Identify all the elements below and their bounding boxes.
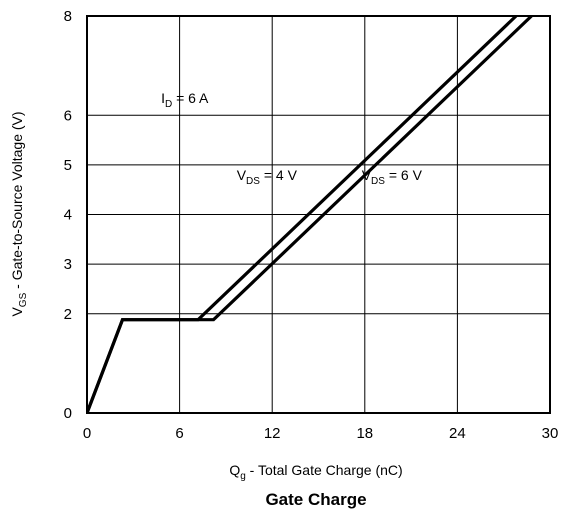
y-tick-label: 5 bbox=[64, 157, 72, 174]
y-tick-label: 6 bbox=[64, 107, 72, 124]
grid bbox=[87, 16, 550, 413]
y-axis-label: VGS - Gate-to-Source Voltage (V) bbox=[9, 111, 29, 316]
y-tick-label: 8 bbox=[64, 8, 72, 25]
series-line bbox=[87, 16, 533, 413]
plot-frame bbox=[86, 15, 551, 414]
annotation-id: ID = 6 A bbox=[161, 90, 209, 110]
x-axis-label: Qg - Total Gate Charge (nC) bbox=[229, 462, 402, 482]
x-tick-label: 24 bbox=[449, 425, 466, 442]
series-lines bbox=[87, 16, 533, 413]
y-tick-label: 4 bbox=[64, 207, 72, 224]
chart-title: Gate Charge bbox=[265, 490, 366, 509]
annotations: ID = 6 A VDS = 4 V VDS = 6 V bbox=[161, 90, 423, 187]
y-tick-label: 2 bbox=[64, 306, 72, 323]
x-tick-label: 12 bbox=[264, 425, 281, 442]
x-tick-labels: 0 6 12 18 24 30 bbox=[83, 425, 559, 442]
x-tick-label: 6 bbox=[175, 425, 183, 442]
annotation-vds4: VDS = 4 V bbox=[237, 167, 298, 187]
x-tick-label: 0 bbox=[83, 425, 91, 442]
x-tick-label: 30 bbox=[542, 425, 559, 442]
y-tick-label: 0 bbox=[64, 405, 72, 422]
y-tick-label: 3 bbox=[64, 256, 72, 273]
x-tick-label: 18 bbox=[356, 425, 373, 442]
annotation-vds6: VDS = 6 V bbox=[362, 167, 423, 187]
y-tick-labels: 0 2 3 4 5 6 8 bbox=[64, 8, 72, 422]
